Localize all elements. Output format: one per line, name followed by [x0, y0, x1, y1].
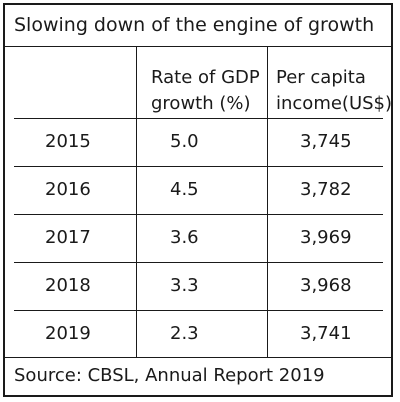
column-divider	[267, 46, 268, 357]
header-gdp-line2: growth (%)	[151, 93, 251, 114]
header-gdp-growth: Rate of GDP growth (%)	[151, 65, 260, 117]
title-divider	[5, 46, 391, 47]
header-per-capita-income: Per capita income(US$)	[276, 65, 392, 117]
table-row-pci: 3,741	[300, 323, 352, 344]
header-pci-line2: income(US$)	[276, 93, 393, 114]
source-note: Source: CBSL, Annual Report 2019	[14, 365, 325, 386]
table-row-year: 2017	[45, 227, 91, 248]
table-row-gdp: 5.0	[170, 131, 199, 152]
table-row-pci: 3,745	[300, 131, 352, 152]
header-gdp-line1: Rate of GDP	[151, 67, 260, 88]
row-divider	[14, 262, 383, 263]
source-divider	[5, 357, 391, 358]
table-row-year: 2019	[45, 323, 91, 344]
header-pci-line1: Per capita	[276, 67, 366, 88]
table-row-pci: 3,969	[300, 227, 352, 248]
row-divider	[14, 310, 383, 311]
table-row-gdp: 3.3	[170, 275, 199, 296]
table-row-gdp: 3.6	[170, 227, 199, 248]
table-row-pci: 3,782	[300, 179, 352, 200]
data-table: Slowing down of the engine of growth Rat…	[3, 3, 393, 397]
table-row-gdp: 2.3	[170, 323, 199, 344]
row-divider	[14, 166, 383, 167]
table-row-gdp: 4.5	[170, 179, 199, 200]
row-divider	[14, 214, 383, 215]
table-row-pci: 3,968	[300, 275, 352, 296]
column-divider	[136, 46, 137, 357]
table-row-year: 2018	[45, 275, 91, 296]
table-row-year: 2015	[45, 131, 91, 152]
table-row-year: 2016	[45, 179, 91, 200]
table-title: Slowing down of the engine of growth	[14, 14, 375, 36]
row-divider	[14, 118, 383, 119]
